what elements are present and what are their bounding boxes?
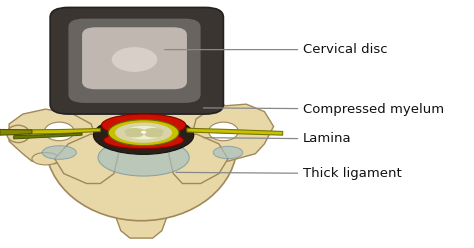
Ellipse shape (42, 146, 76, 159)
Polygon shape (9, 109, 96, 164)
Polygon shape (187, 128, 283, 135)
Polygon shape (0, 129, 32, 135)
Ellipse shape (126, 126, 162, 139)
Ellipse shape (104, 131, 183, 149)
Ellipse shape (46, 67, 237, 221)
Ellipse shape (98, 139, 189, 176)
FancyBboxPatch shape (82, 27, 187, 89)
Polygon shape (14, 133, 82, 139)
Polygon shape (55, 69, 109, 109)
FancyBboxPatch shape (68, 19, 201, 103)
Polygon shape (116, 193, 166, 238)
Ellipse shape (101, 114, 186, 136)
Text: Lamina: Lamina (203, 132, 352, 145)
Ellipse shape (7, 125, 30, 143)
Polygon shape (0, 128, 100, 134)
Text: Thick ligament: Thick ligament (176, 167, 402, 180)
Ellipse shape (112, 47, 157, 72)
Text: Compressed myelum: Compressed myelum (203, 103, 444, 116)
Polygon shape (191, 104, 273, 161)
Ellipse shape (124, 128, 145, 135)
Ellipse shape (144, 128, 164, 135)
Ellipse shape (45, 122, 74, 141)
Ellipse shape (141, 131, 146, 133)
Polygon shape (169, 134, 228, 184)
Ellipse shape (93, 116, 194, 154)
Ellipse shape (32, 153, 59, 165)
Ellipse shape (126, 131, 144, 137)
Ellipse shape (145, 131, 163, 137)
Text: Cervical disc: Cervical disc (164, 43, 388, 56)
FancyBboxPatch shape (50, 7, 223, 114)
Ellipse shape (213, 146, 243, 159)
Ellipse shape (209, 122, 238, 141)
Polygon shape (55, 134, 118, 184)
Ellipse shape (108, 120, 179, 146)
Polygon shape (169, 69, 219, 109)
Ellipse shape (115, 123, 172, 143)
